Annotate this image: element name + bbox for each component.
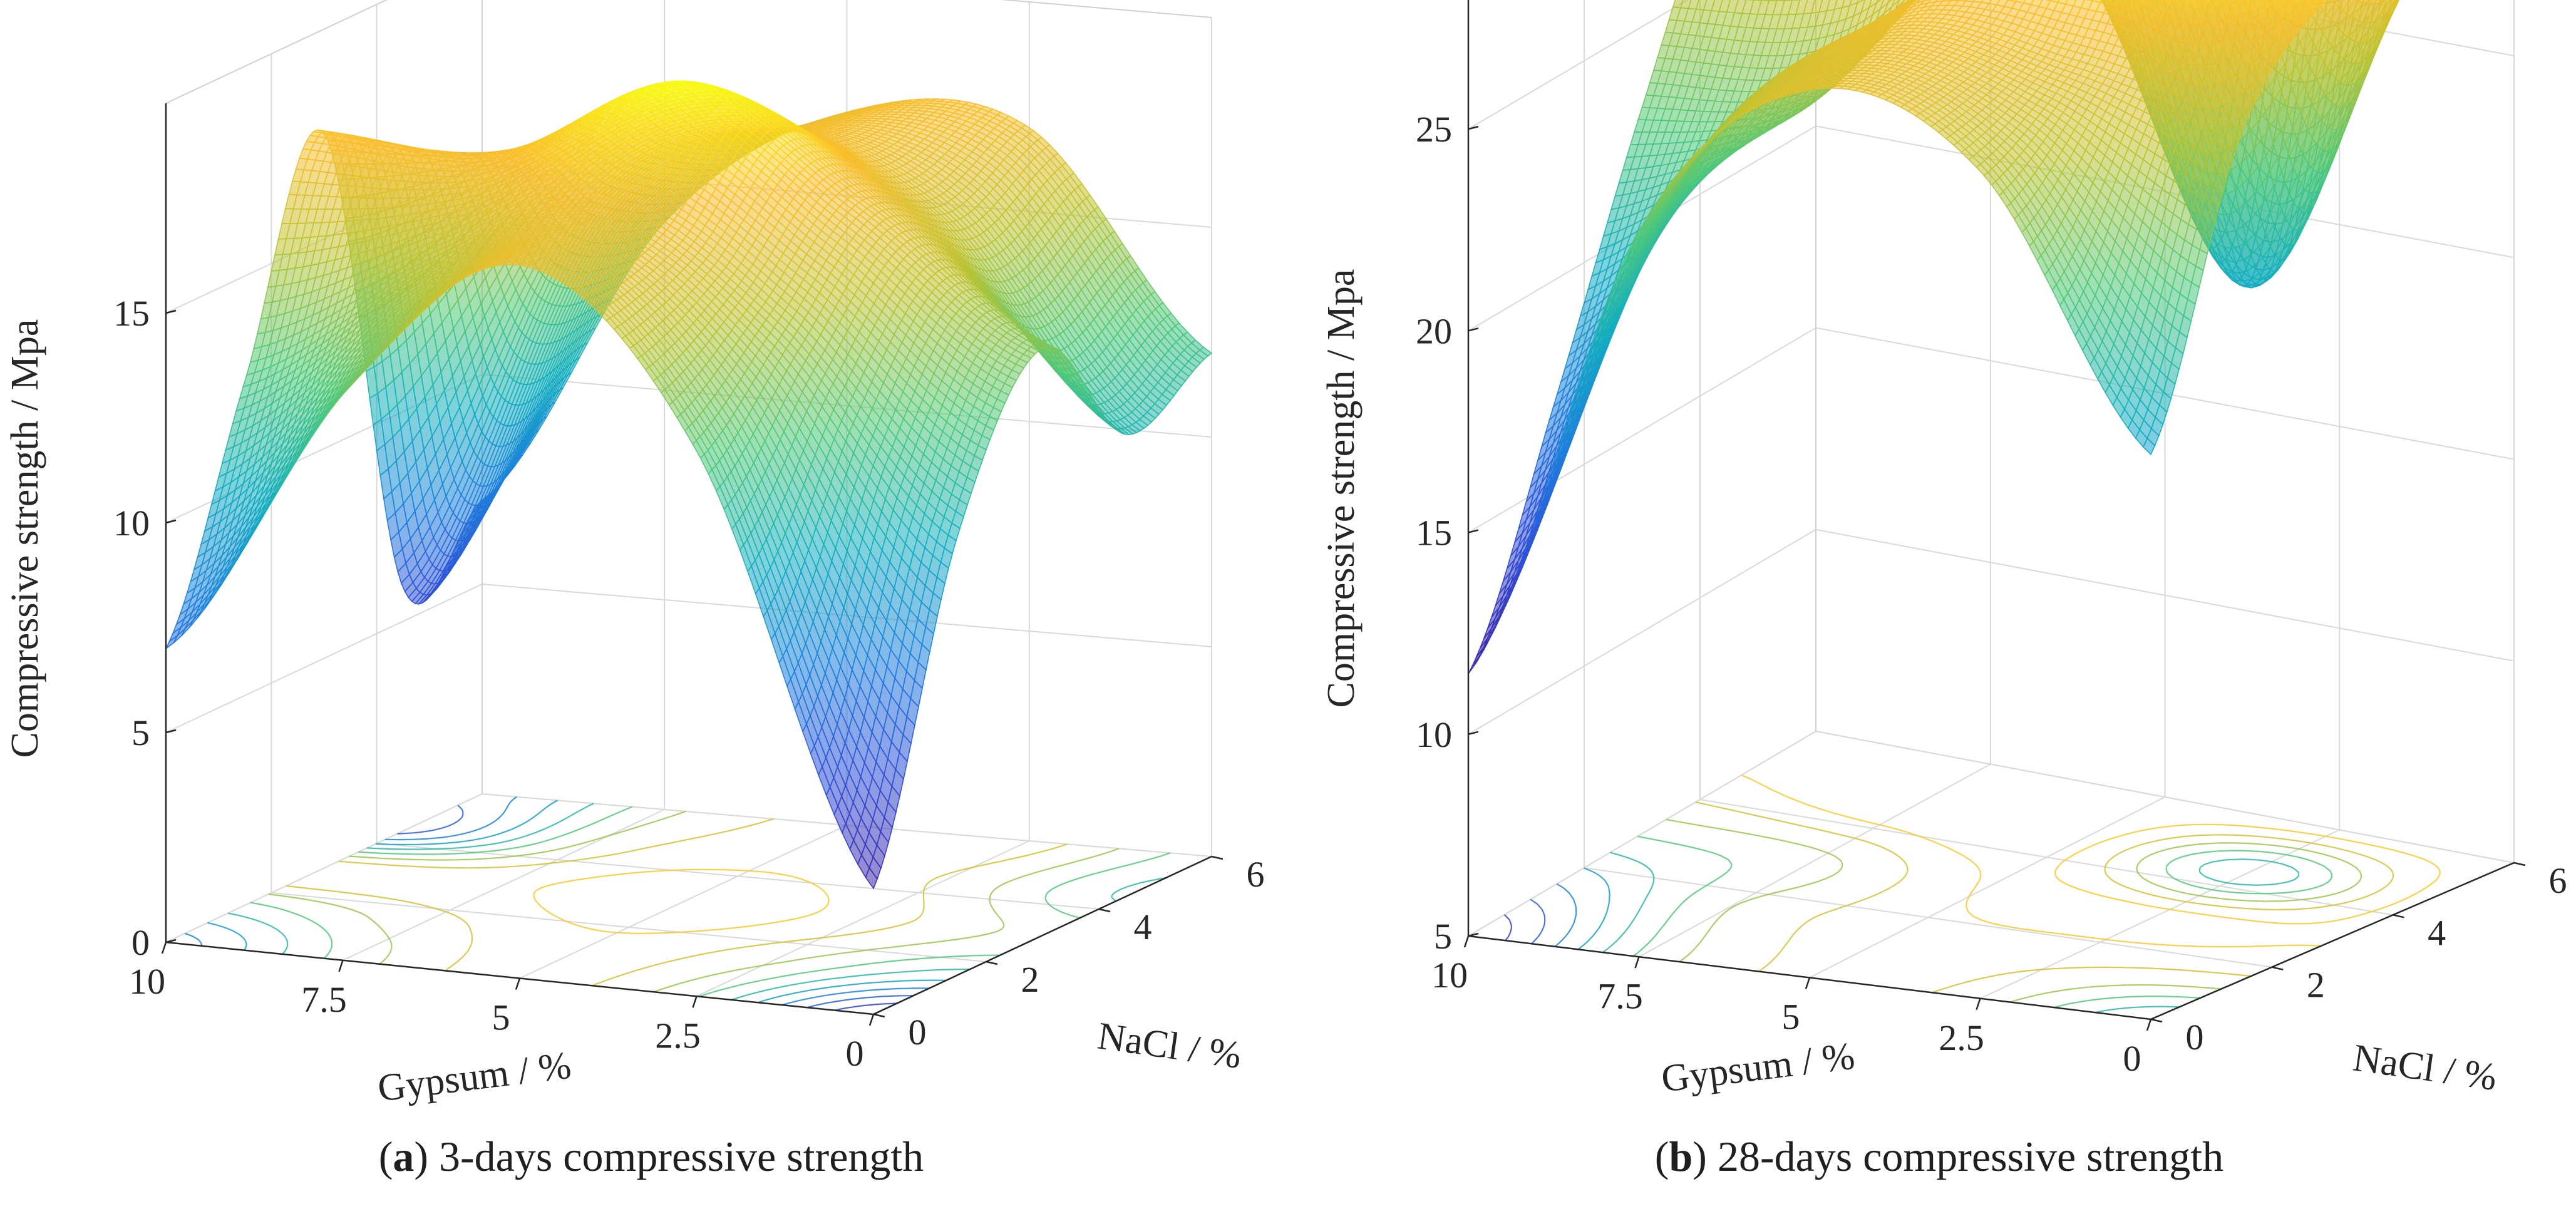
box-edge	[1000, 0, 1212, 18]
contour-line	[207, 800, 947, 1004]
contour-line	[834, 1002, 897, 1011]
grid-line-side	[165, 584, 483, 733]
grid-line-floor	[519, 825, 847, 979]
chart-panel-a: 0 5 10 15 10 7.5 5 2.5 0 0 2 4 6 Compressive strength…	[0, 0, 1302, 1127]
surface-mesh	[165, 80, 1213, 890]
contour-line	[184, 796, 930, 1006]
grid-line-floor	[376, 843, 1100, 910]
contour-line	[250, 806, 1171, 997]
contour-line	[268, 810, 1120, 993]
contour-line	[397, 805, 914, 1009]
contour-line	[286, 818, 1068, 987]
grid-line-floor	[165, 793, 483, 943]
grid-line-floor	[271, 892, 987, 962]
box-edge	[165, 0, 388, 104]
contour-line	[533, 868, 830, 934]
